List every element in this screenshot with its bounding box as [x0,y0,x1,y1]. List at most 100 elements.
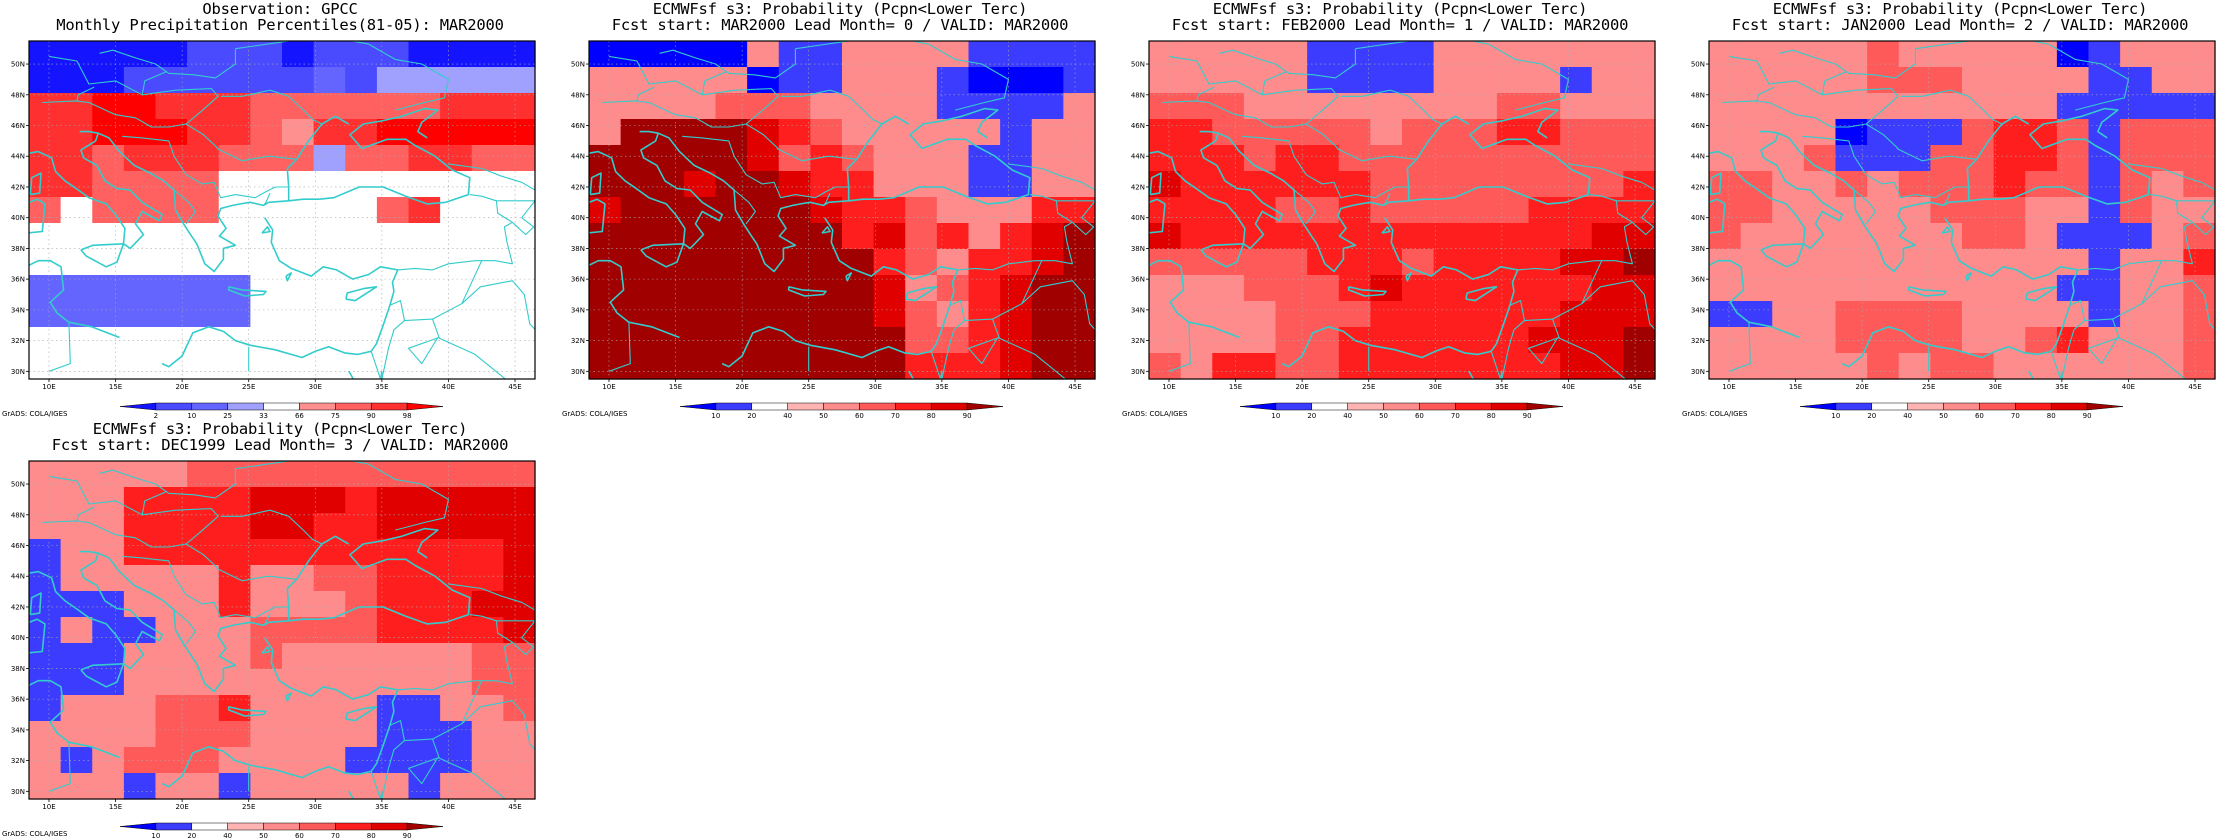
heatmap-cell [683,67,717,94]
heatmap-cell [1835,171,1868,198]
country-border [1196,86,1215,102]
heatmap-cell [218,93,251,120]
heatmap-cell [620,145,653,172]
country-border [1168,322,1191,372]
colorbar-segment [119,402,157,411]
heatmap-cell [2183,119,2216,146]
heatmap-cell [1149,145,1182,172]
heatmap-cell [187,461,220,488]
heatmap-cell [1149,41,1182,68]
heatmap-cell [1591,353,1624,380]
coastline [1709,198,1726,234]
coastline [640,243,685,268]
heatmap-cell [408,119,441,146]
heatmap-cell [2183,197,2216,224]
heatmap-cell [408,513,441,540]
heatmap-cell [1000,171,1033,198]
lat-tick-label: 32N [11,757,25,765]
country-border [822,192,831,206]
heatmap-cell [1063,223,1096,250]
heatmap-cell [1591,327,1624,354]
colorbar-label: 40 [1903,412,1912,420]
heatmap-cell [345,643,378,670]
heatmap-cell [2056,171,2090,198]
heatmap-cell [2183,353,2216,380]
heatmap-cell [282,301,315,328]
lat-tick-label: 48N [1131,91,1145,99]
heatmap-cell [471,223,504,250]
heatmap-cell [778,353,811,380]
heatmap-cell [92,67,125,94]
colorbar-segment [155,402,193,411]
colorbar-segment [715,402,753,411]
heatmap-cell [2120,353,2153,380]
heatmap-cell [250,301,283,328]
heatmap-cell [282,539,315,566]
heatmap-cell [683,41,717,68]
heatmap-cell [589,301,622,328]
heatmap-cell [345,487,378,514]
coastline [2214,186,2215,190]
country-border [76,86,95,102]
heatmap-cell [1180,249,1213,276]
heatmap-cell [250,487,283,514]
coastline [589,172,602,196]
coastline [821,226,831,234]
heatmap-cell [1243,145,1277,172]
lon-tick-label: 35E [375,383,388,391]
heatmap-cell [218,513,251,540]
heatmap-cell [29,93,62,120]
lon-tick-label: 25E [242,383,255,391]
country-border [608,322,631,372]
heatmap-cell [282,41,315,68]
heatmap-cell [1993,145,2026,172]
lon-tick-label: 40E [442,803,455,811]
heatmap-cell [1465,119,1498,146]
country-border [42,475,219,548]
coastline [589,130,723,250]
heatmap-cell [1465,249,1498,276]
colorbar-segment [1419,402,1456,411]
heatmap-cell [155,41,188,68]
heatmap-cell [1709,301,1742,328]
lat-tick-label: 46N [11,542,25,550]
heatmap-cell [2183,223,2216,250]
heatmap-cell [1496,249,1530,276]
coastline [29,198,46,234]
heatmap-cell [1772,171,1805,198]
heatmap-cell [408,223,441,250]
heatmap-cell [471,41,504,68]
heatmap-cell [408,41,441,68]
heatmap-cell [683,223,717,250]
heatmap-cell [313,461,346,488]
heatmap-cell [440,197,473,224]
map-plot: 10E 15E 20E 25E 30E 35E 40E 45E 30N 32N 34N 36N 38N 4… [1131,40,1656,420]
country-border [659,48,796,79]
heatmap-cell [440,119,473,146]
heatmap-cell [905,171,938,198]
heatmap-cell [715,119,748,146]
heatmap-cell [218,353,251,380]
coastline [589,259,680,339]
heatmap-cell [1000,301,1033,328]
lat-tick-label: 30N [1691,368,1705,376]
colorbar-label: 40 [223,832,232,840]
lat-tick-label: 38N [1131,245,1145,253]
heatmap-cell [589,119,622,146]
heatmap-cell [1623,301,1656,328]
heatmap-cell [1709,41,1742,68]
colorbar-label: 25 [223,412,232,420]
country-border [448,583,535,611]
heatmap-cell [250,171,283,198]
heatmap-cell [1465,171,1498,198]
heatmap-cell [1212,41,1245,68]
heatmap-cell [1560,275,1593,302]
heatmap-cell [1528,249,1561,276]
heatmap-cell [60,93,93,120]
heatmap-cell [345,617,378,644]
heatmap-cell [376,461,410,488]
colorbar-segment [930,402,968,411]
heatmap-cell [2183,249,2216,276]
country-border [1756,86,1775,102]
heatmap-cell [123,301,157,328]
